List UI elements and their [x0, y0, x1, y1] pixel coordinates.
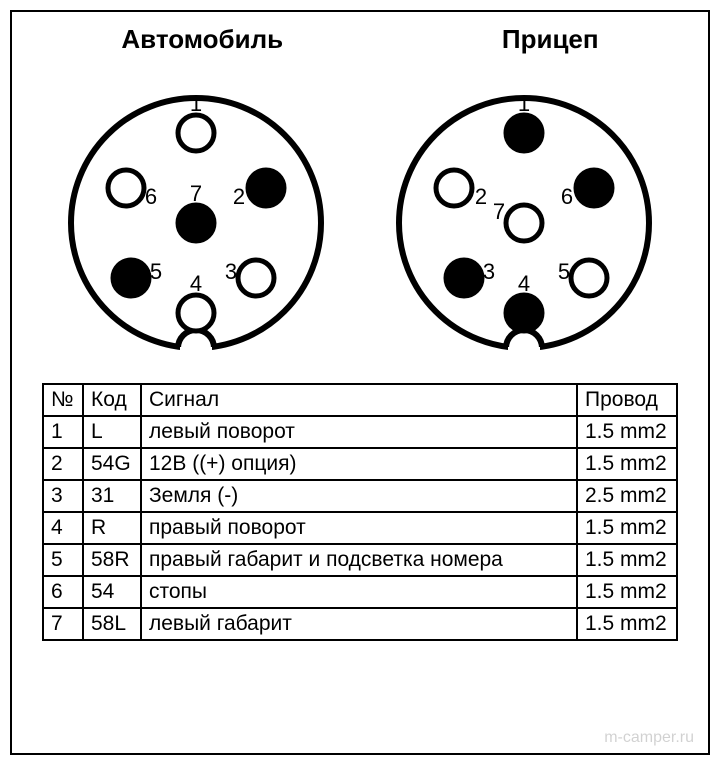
pin-4	[506, 295, 542, 331]
diagram-container: Автомобиль Прицеп 1234567 1234567 № Код …	[10, 10, 710, 755]
title-trailer: Прицеп	[502, 24, 599, 55]
pin-5	[571, 260, 607, 296]
table-cell: 1.5 mm2	[577, 512, 677, 544]
pin-label-6: 6	[145, 184, 157, 209]
table-cell: 54G	[83, 448, 141, 480]
table-cell: 31	[83, 480, 141, 512]
table-cell: 4	[43, 512, 83, 544]
table-body: 1Lлевый поворот1.5 mm2254G12В ((+) опция…	[43, 416, 677, 640]
pin-1	[178, 115, 214, 151]
title-auto: Автомобиль	[121, 24, 283, 55]
table-cell: 1.5 mm2	[577, 416, 677, 448]
pin-label-1: 1	[518, 91, 530, 116]
pin-label-1: 1	[190, 91, 202, 116]
pin-5	[113, 260, 149, 296]
pinout-table-wrap: № Код Сигнал Провод 1Lлевый поворот1.5 m…	[12, 383, 708, 651]
connector-auto: 1 2 34 5 6 7	[56, 63, 336, 363]
pin-1	[506, 115, 542, 151]
pin-label-7: 7	[493, 199, 505, 224]
table-cell: 2	[43, 448, 83, 480]
table-row: 331Земля (-)2.5 mm2	[43, 480, 677, 512]
pin-6	[108, 170, 144, 206]
col-header-num: №	[43, 384, 83, 416]
pin-2	[436, 170, 472, 206]
table-cell: правый поворот	[141, 512, 577, 544]
pin-label-3: 3	[483, 259, 495, 284]
table-head: № Код Сигнал Провод	[43, 384, 677, 416]
col-header-wire: Провод	[577, 384, 677, 416]
table-cell: стопы	[141, 576, 577, 608]
table-header-row: № Код Сигнал Провод	[43, 384, 677, 416]
table-cell: 3	[43, 480, 83, 512]
connector-trailer: 1 2 34 5 6 7	[384, 63, 664, 363]
table-cell: 1.5 mm2	[577, 576, 677, 608]
table-cell: 6	[43, 576, 83, 608]
table-cell: R	[83, 512, 141, 544]
pin-7	[178, 205, 214, 241]
pin-4	[178, 295, 214, 331]
pin-2	[248, 170, 284, 206]
pin-3	[238, 260, 274, 296]
pin-7	[506, 205, 542, 241]
table-cell: правый габарит и подсветка номера	[141, 544, 577, 576]
table-cell: левый габарит	[141, 608, 577, 640]
notch-mask	[180, 347, 212, 357]
watermark: m-camper.ru	[604, 729, 694, 747]
pin-label-7: 7	[190, 181, 202, 206]
table-row: 558Rправый габарит и подсветка номера1.5…	[43, 544, 677, 576]
table-cell: левый поворот	[141, 416, 577, 448]
table-cell: 7	[43, 608, 83, 640]
table-cell: 12В ((+) опция)	[141, 448, 577, 480]
table-cell: 58R	[83, 544, 141, 576]
table-cell: 1.5 mm2	[577, 544, 677, 576]
table-row: 1Lлевый поворот1.5 mm2	[43, 416, 677, 448]
table-cell: 54	[83, 576, 141, 608]
pin-label-5: 5	[150, 259, 162, 284]
table-cell: 1.5 mm2	[577, 608, 677, 640]
table-cell: 5	[43, 544, 83, 576]
pin-label-6: 6	[561, 184, 573, 209]
table-row: 654стопы1.5 mm2	[43, 576, 677, 608]
table-cell: 1.5 mm2	[577, 448, 677, 480]
pin-label-2: 2	[233, 184, 245, 209]
table-row: 758Lлевый габарит1.5 mm2	[43, 608, 677, 640]
connectors-row: 1234567 1234567	[12, 63, 708, 383]
pin-label-2: 2	[475, 184, 487, 209]
pin-label-4: 4	[518, 271, 530, 296]
pin-label-4: 4	[190, 271, 202, 296]
table-row: 254G12В ((+) опция)1.5 mm2	[43, 448, 677, 480]
notch-mask	[508, 347, 540, 357]
col-header-signal: Сигнал	[141, 384, 577, 416]
pin-6	[576, 170, 612, 206]
titles-row: Автомобиль Прицеп	[12, 12, 708, 63]
table-cell: 2.5 mm2	[577, 480, 677, 512]
table-cell: 58L	[83, 608, 141, 640]
table-row: 4Rправый поворот1.5 mm2	[43, 512, 677, 544]
col-header-code: Код	[83, 384, 141, 416]
pin-label-5: 5	[558, 259, 570, 284]
pinout-table: № Код Сигнал Провод 1Lлевый поворот1.5 m…	[42, 383, 678, 641]
table-cell: L	[83, 416, 141, 448]
table-cell: Земля (-)	[141, 480, 577, 512]
pin-3	[446, 260, 482, 296]
table-cell: 1	[43, 416, 83, 448]
pin-label-3: 3	[225, 259, 237, 284]
